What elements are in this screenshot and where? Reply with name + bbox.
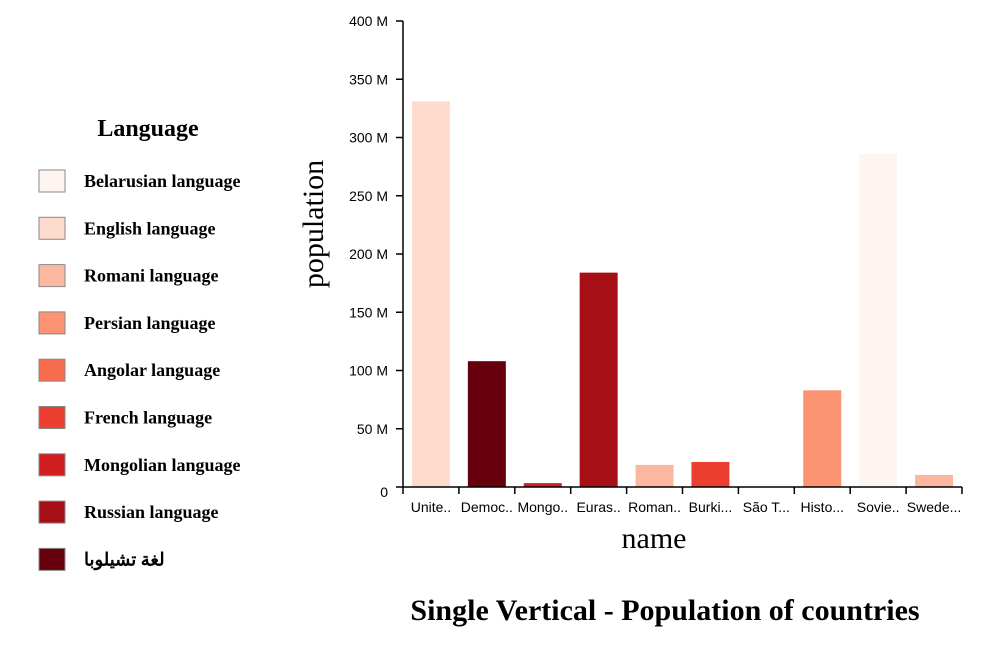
legend: Language Belarusian language English lang… — [38, 116, 241, 571]
bar — [467, 361, 506, 487]
x-axis-title: name — [622, 522, 687, 555]
legend-swatch — [38, 216, 66, 240]
x-tick-label: Histo... — [800, 499, 844, 515]
legend-label: لغة تشيلوبا — [84, 549, 165, 570]
legend-swatch — [38, 311, 66, 335]
y-axis: 0 50 M 100 M 150 M 200 M 250 M 300 M 350 M 400 M — [349, 13, 404, 500]
bar — [523, 483, 562, 487]
x-tick-label: Unite.. — [411, 499, 451, 515]
x-tick-label: Burki... — [689, 499, 733, 515]
y-tick-label: 400 M — [349, 13, 388, 29]
legend-swatch — [38, 264, 66, 288]
bar — [579, 272, 618, 487]
chart-title: Single Vertical - Population of countrie… — [410, 594, 919, 627]
x-tick-label: Democ.. — [461, 499, 513, 515]
y-tick-label: 200 M — [349, 246, 388, 262]
plot-area: 0 50 M 100 M 150 M 200 M 250 M 300 M 350 M 400 M… — [349, 13, 963, 515]
legend-label: Russian language — [84, 502, 219, 522]
legend-swatch — [38, 547, 66, 571]
bar — [859, 153, 898, 487]
y-tick-label: 50 M — [357, 421, 388, 437]
legend-label: Belarusian language — [84, 171, 241, 191]
bar — [635, 464, 674, 487]
legend-title: Language — [97, 116, 199, 142]
legend-label: Persian language — [84, 313, 216, 333]
legend-swatch — [38, 406, 66, 429]
x-tick-label: Euras.. — [576, 499, 620, 515]
y-tick-label: 150 M — [349, 304, 388, 320]
legend-label: English language — [84, 218, 216, 238]
x-tick-label: Roman.. — [628, 499, 681, 515]
y-tick-label: 350 M — [349, 71, 388, 87]
x-tick-label: Sovie.. — [857, 499, 900, 515]
legend-label: Mongolian language — [84, 455, 241, 475]
y-tick-label: 0 — [380, 484, 388, 500]
legend-swatch — [38, 358, 66, 382]
legend-swatch — [38, 500, 66, 524]
legend-swatch — [38, 169, 66, 193]
legend-label: Angolar language — [84, 360, 220, 380]
x-tick-label: São T... — [743, 499, 790, 515]
y-axis-title: population — [297, 160, 330, 288]
y-tick-label: 250 M — [349, 188, 388, 204]
legend-label: Romani language — [84, 266, 219, 286]
y-tick-label: 100 M — [349, 363, 388, 379]
bar — [411, 101, 450, 487]
bar — [691, 461, 730, 487]
y-tick-label: 300 M — [349, 130, 388, 146]
bar — [803, 390, 842, 487]
x-tick-label: Swede... — [907, 499, 961, 515]
x-axis: Unite.. Democ.. Mongo.. Euras.. Roman.. Burki… — [402, 486, 963, 515]
legend-swatch — [38, 453, 66, 477]
bar — [915, 475, 954, 487]
x-tick-label: Mongo.. — [517, 499, 568, 515]
bars — [411, 101, 954, 487]
legend-label: French language — [84, 408, 212, 428]
